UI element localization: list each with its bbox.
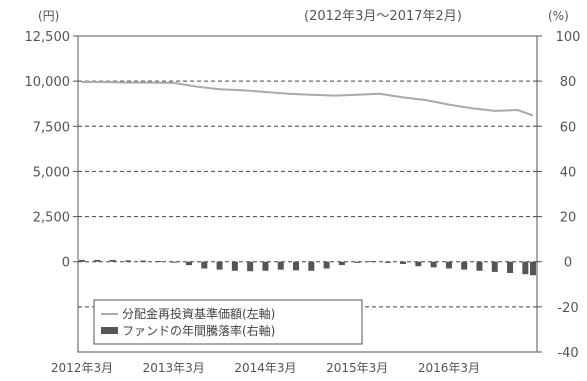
left-tick-label: 0: [62, 256, 70, 271]
legend: 分配金再投資基準価額(左軸) ファンドの年間騰落率(右軸): [93, 299, 363, 345]
return-bar: [400, 261, 407, 264]
return-bar: [338, 261, 345, 266]
x-axis: 2012年3月 2013年3月 2014年3月 2015年3月 2016年3月: [51, 361, 480, 375]
return-bar: [186, 261, 193, 266]
return-bar: [491, 261, 498, 272]
return-bar: [201, 261, 208, 269]
return-bar: [308, 261, 315, 271]
return-bar: [415, 261, 422, 267]
x-tick-label: 2015年3月: [326, 361, 388, 375]
return-bar: [522, 261, 529, 275]
left-tick-label: 12,500: [25, 30, 71, 45]
return-bar: [247, 261, 254, 272]
left-unit-label: (円): [38, 9, 59, 23]
right-unit-label: (%): [548, 9, 569, 23]
return-bar: [262, 261, 269, 271]
left-tick-label: 10,000: [25, 75, 71, 90]
left-axis: 12,500 10,000 7,500 5,000 2,500 0: [25, 30, 78, 271]
right-tick-label: -20: [557, 301, 578, 316]
nav-line: [82, 81, 534, 117]
return-bar: [430, 261, 437, 268]
return-bar: [170, 261, 177, 263]
period-label: (2012年3月〜2017年2月): [304, 9, 462, 24]
return-bar: [369, 261, 376, 263]
return-bar: [94, 259, 101, 262]
return-bar: [231, 261, 238, 271]
return-bar: [461, 261, 468, 270]
right-axis: 100 80 60 40 20 0 -20 -40: [537, 30, 580, 361]
plot-frame: [77, 35, 538, 353]
right-tick-label: 20: [560, 211, 577, 226]
left-tick-label: 7,500: [33, 120, 70, 135]
return-bar: [79, 259, 85, 262]
gridlines: [78, 80, 537, 308]
return-bar: [293, 261, 300, 271]
return-bar: [354, 261, 361, 263]
legend-item-return: ファンドの年間騰落率(右軸): [122, 323, 275, 338]
return-bar: [109, 259, 116, 262]
return-bar: [476, 261, 483, 271]
return-bar: [323, 261, 330, 269]
nav-line-series: [82, 81, 534, 117]
right-tick-label: 0: [564, 256, 572, 271]
return-bar: [530, 261, 536, 276]
right-tick-label: 40: [560, 165, 577, 180]
left-tick-label: 5,000: [33, 165, 70, 180]
return-bar: [384, 261, 391, 263]
return-bar: [216, 261, 223, 270]
right-tick-label: 60: [560, 120, 577, 135]
left-tick-label: 2,500: [33, 211, 70, 226]
return-bar: [140, 260, 147, 262]
right-tick-label: 80: [560, 75, 577, 90]
legend-box: [93, 299, 363, 345]
return-bar: [124, 260, 131, 262]
return-bar: [445, 261, 452, 269]
legend-item-nav: 分配金再投資基準価額(左軸): [122, 306, 275, 321]
return-bar: [277, 261, 284, 270]
return-bar: [155, 261, 162, 263]
legend-bar-swatch: [101, 327, 118, 334]
x-tick-label: 2016年3月: [418, 361, 480, 375]
x-tick-label: 2012年3月: [51, 361, 113, 375]
right-tick-label: 100: [556, 30, 581, 45]
right-tick-label: -40: [557, 346, 578, 361]
x-tick-label: 2014年3月: [234, 361, 296, 375]
return-bar: [507, 261, 514, 273]
x-tick-label: 2013年3月: [143, 361, 205, 375]
annual-return-bars: [79, 259, 536, 276]
